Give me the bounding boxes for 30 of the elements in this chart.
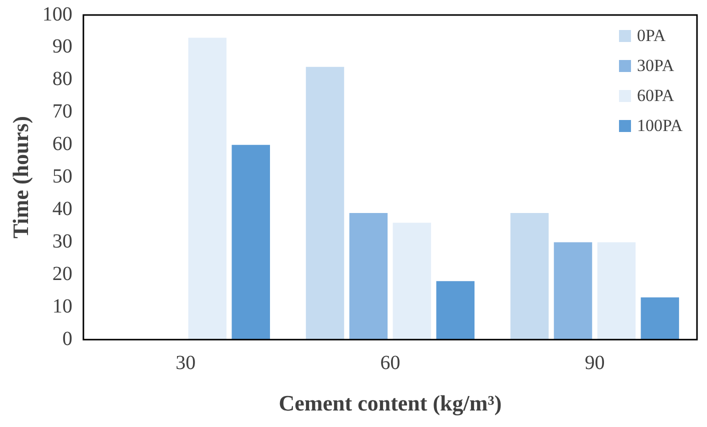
bar [436,281,475,340]
x-axis-title: Cement content (kg/m³) [278,390,502,416]
legend-label: 0PA [637,26,666,45]
bar [306,66,344,340]
bar [392,222,432,340]
y-tick-label: 100 [42,3,72,26]
legend-label: 60PA [637,86,674,105]
y-tick-label: 70 [52,100,72,123]
y-tick-label: 80 [52,68,72,90]
bar [640,297,680,340]
bar [597,242,636,340]
y-tick-label: 90 [52,36,72,58]
y-tick-label: 60 [52,133,72,156]
x-tick-label: 60 [380,352,400,374]
x-tick-label: 90 [584,352,605,374]
y-tick-label: 40 [52,198,72,220]
bar [554,242,592,340]
bar [188,38,227,340]
y-tick-label: 0 [62,328,72,350]
y-tick-label: 30 [52,230,72,252]
bar [510,213,549,340]
x-tick-label: 30 [176,352,196,374]
bar [232,144,270,340]
y-tick-label: 10 [52,295,72,318]
y-axis-title: Time (hours) [8,116,33,239]
legend-label: 30PA [637,56,674,75]
y-tick-label: 50 [52,166,72,188]
y-tick-label: 20 [52,262,72,285]
bar [349,213,388,340]
legend-label: 100PA [637,116,683,135]
